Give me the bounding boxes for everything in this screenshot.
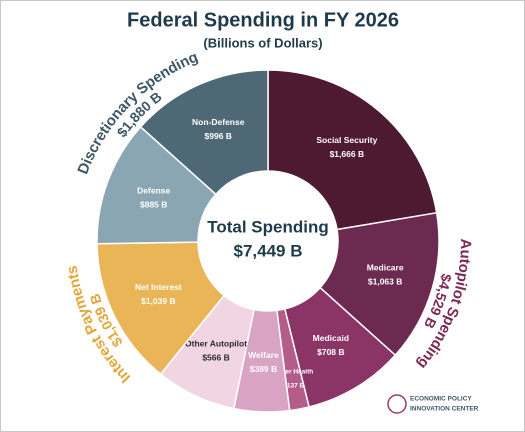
segment-value: $996 B (205, 131, 232, 141)
segment-label: Net Interest (135, 282, 182, 292)
segment-label: Non-Defense (192, 117, 245, 127)
segment-value: $885 B (140, 200, 167, 210)
segment-value: $566 B (202, 353, 229, 363)
chart-title: Federal Spending in FY 2026 (127, 9, 399, 31)
chart-subtitle: (Billions of Dollars) (203, 35, 322, 50)
donut-segment (267, 69, 438, 231)
donut-segment (139, 69, 269, 196)
logo-text: INNOVATION CENTER (410, 406, 479, 413)
logo-icon (387, 394, 407, 414)
segment-value: $1,666 B (330, 149, 365, 159)
segment-value: $389 B (250, 364, 277, 374)
donut-segment (96, 241, 226, 376)
segment-label: Social Security (316, 135, 377, 145)
logo: ECONOMIC POLICY INNOVATION CENTER (387, 394, 479, 414)
segment-label: Welfare (248, 350, 279, 360)
segment-value: $1,063 B (368, 276, 403, 286)
center-label: Total Spending (207, 217, 329, 236)
donut-segment (319, 211, 440, 357)
segment-value: $708 B (317, 347, 344, 357)
segment-label: Other Health (274, 368, 313, 375)
segment-label: Defense (137, 186, 170, 196)
center-value: $7,449 B (234, 241, 303, 260)
logo-text: ECONOMIC POLICY (410, 396, 472, 403)
segment-label: Medicare (367, 262, 404, 272)
segment-value: $1,039 B (141, 296, 176, 306)
segment-label: Other Autopilot (185, 339, 247, 349)
segment-label: Medicaid (313, 333, 349, 343)
segment-value: $137 B (283, 382, 304, 389)
